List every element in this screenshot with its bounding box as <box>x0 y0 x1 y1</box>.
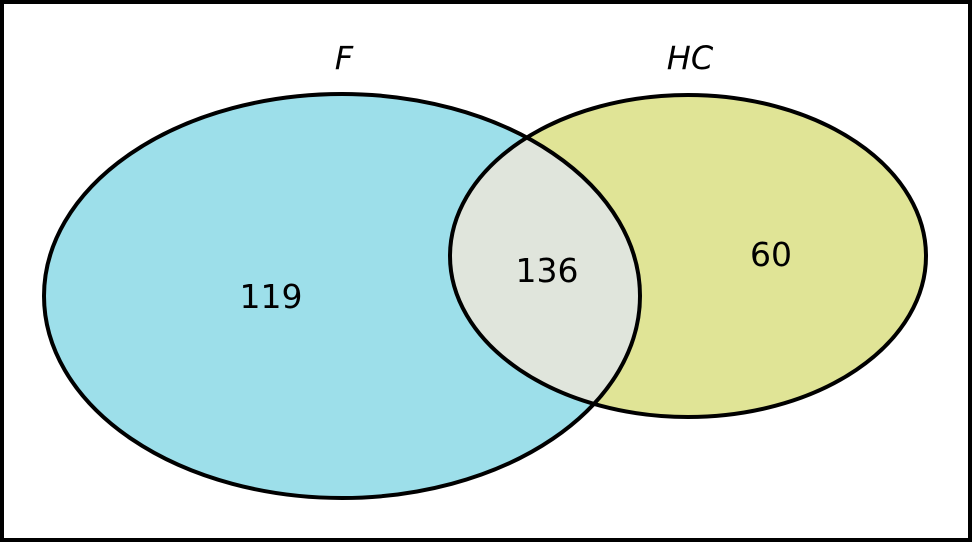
only-f-value: 119 <box>240 277 303 316</box>
set-f-label: F <box>335 39 354 77</box>
set-hc-outline <box>448 93 928 419</box>
intersection-value: 136 <box>516 251 579 290</box>
intersection-region <box>450 95 640 417</box>
only-hc-value: 60 <box>750 235 792 274</box>
set-hc-label: HC <box>667 39 714 77</box>
set-f-outline <box>42 92 642 500</box>
